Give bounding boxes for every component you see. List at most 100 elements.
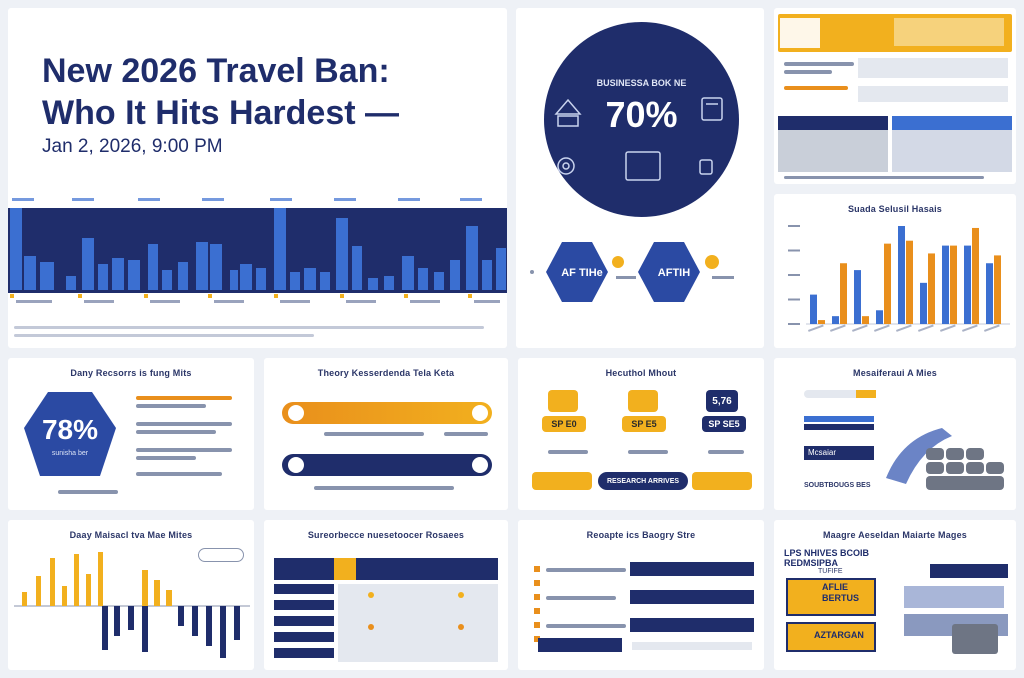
hero-bar [148,244,158,290]
circle-headline: BUSINESSA BOK NE [596,78,687,88]
books-title: Maagre Aeseldan Maiarte Mages [822,530,968,540]
horizontal-bars-card: Theory Kesserdenda Tela Keta [264,358,508,510]
horizontal-bars-title: Theory Kesserdenda Tela Keta [317,368,455,378]
hero-card: New 2026 Travel Ban: Who It Hits Hardest… [8,8,507,348]
hero-bar [384,276,394,290]
stack-label: Mcsaiar [804,446,874,460]
process-pill-2: SP E5 [622,416,666,432]
hero-bar [112,258,124,290]
hero-bar [274,208,286,290]
circle-big-percent: 70% [605,94,678,135]
process-title: Hecuthol Mhout [605,368,677,378]
circle-card: BUSINESSA BOK NE 70% AF TIHe AFTIH [516,8,764,348]
x-tick-label [830,324,846,332]
hero-bar [162,270,172,290]
percent-78-title: Dany Recsorrs is fung Mits [70,368,192,378]
hex-badge-right [638,242,700,302]
y-tick-label [788,298,800,301]
hero-bar [98,264,108,290]
progress-bar-navy [282,454,492,476]
process-box-1 [548,390,578,412]
hero-bar [240,264,252,290]
hero-bar [304,268,316,290]
x-tick-label [940,324,956,332]
hero-bar [402,256,414,290]
percent-78-card: Dany Recsorrs is fung Mits 78% sunisha b… [8,358,254,510]
x-tick-label [808,324,824,332]
percent-78-sub: sunisha ber [51,450,89,457]
bar [884,243,891,324]
rows-card: Reoapte ics Baogry Stre [518,520,764,670]
book-2-label: AZTARGAN [814,630,864,640]
bar [898,226,905,324]
hero-chart-bars [10,198,506,303]
table-title: Sureorbecce nuesetoocer Rosaees [307,530,465,540]
hero-bar [320,272,330,290]
hero-bar [40,262,54,290]
hero-bar [178,262,188,290]
hero-bar [82,238,94,290]
hero-bar [418,268,428,290]
bar [810,294,817,324]
circle-icons [554,97,723,181]
process-footer: RESEARCH ARRIVES [598,472,688,490]
x-tick-label [873,324,890,332]
bar [832,316,839,324]
hero-bar [196,242,208,290]
hero-title: New 2026 Travel Ban: Who It Hits Hardest… [42,52,400,132]
stack-illustration [886,428,1004,490]
grouped-bar-title: Suada Selusil Hasais [847,204,943,214]
bar [942,245,949,324]
books-sub: TUFIFE [818,568,843,575]
plus-minus-card: Daay Maisacl tva Mae Mites [8,520,254,670]
stack-title: Mesaiferaui A Mies [853,368,937,378]
bar [862,316,869,324]
hero-bar [496,248,506,290]
bar [876,310,883,324]
hero-bar [24,256,36,290]
x-tick-label [852,324,868,332]
y-tick-label [788,274,800,276]
bar [854,270,861,324]
grouped-bar-card: Suada Selusil Hasais [774,194,1016,348]
y-tick-label [788,323,800,325]
books-heading: LPS NHIVES BCOIB REDMSIPBA [784,548,870,568]
hero-bar [256,268,266,290]
process-box-3: 5,76 [706,390,738,412]
table-card: Sureorbecce nuesetoocer Rosaees [264,520,508,670]
hero-bar [128,260,140,290]
grouped-bar-chart [788,225,1010,332]
x-tick-label [962,324,978,332]
process-pill-1: SP E0 [542,416,586,432]
books-card: Maagre Aeseldan Maiarte Mages LPS NHIVES… [774,520,1016,670]
process-card: Hecuthol Mhout 5,76 SP E0 SP E5 SP SE5 R… [518,358,764,510]
hero-bar [368,278,378,290]
hero-bar [352,246,362,290]
rows-title: Reoapte ics Baogry Stre [586,530,696,540]
hero-bar [290,272,300,290]
y-tick-label [788,225,800,227]
hero-bar [450,260,460,290]
hero-bar [230,270,238,290]
stack-footer: SOUBTBOUGS BES [804,482,871,489]
hero-bar [66,276,76,290]
y-tick-label [788,249,800,252]
percent-78-badge [24,392,116,476]
hero-bar [10,208,22,290]
hero-bar [466,226,478,290]
hex-badge-left [546,242,608,302]
process-box-2 [628,390,658,412]
hero-bar [336,218,348,290]
progress-bar-orange [282,402,492,424]
bar [928,253,935,324]
percent-78-value: 78% [41,414,99,445]
report-card [774,8,1016,184]
hero-bar [210,244,222,290]
hex-badges [530,242,734,302]
bar [906,240,913,324]
hero-bar [482,260,492,290]
x-tick-label [895,324,912,332]
x-tick-label [984,324,1000,332]
hex-label-right: AFTIH [657,267,691,279]
bar [840,263,847,324]
